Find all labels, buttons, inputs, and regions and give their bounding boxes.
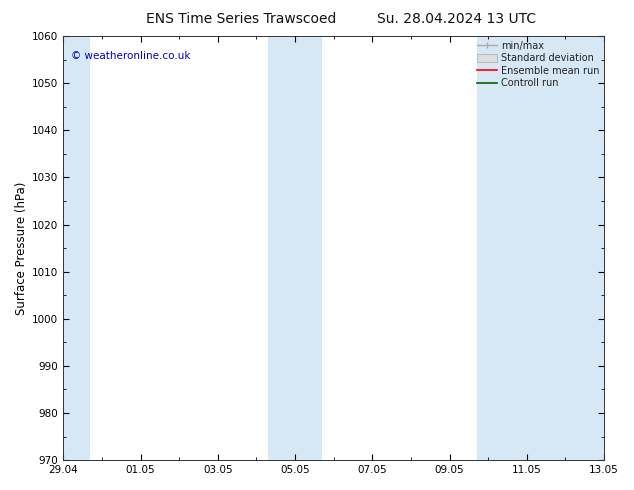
Legend: min/max, Standard deviation, Ensemble mean run, Controll run: min/max, Standard deviation, Ensemble me… [474, 38, 602, 91]
Text: ENS Time Series Trawscoed: ENS Time Series Trawscoed [146, 12, 336, 26]
Text: © weatheronline.co.uk: © weatheronline.co.uk [72, 51, 191, 61]
Bar [477, 36, 604, 460]
Text: Su. 28.04.2024 13 UTC: Su. 28.04.2024 13 UTC [377, 12, 536, 26]
Bar [268, 36, 322, 460]
Bar [63, 36, 90, 460]
Y-axis label: Surface Pressure (hPa): Surface Pressure (hPa) [15, 181, 28, 315]
